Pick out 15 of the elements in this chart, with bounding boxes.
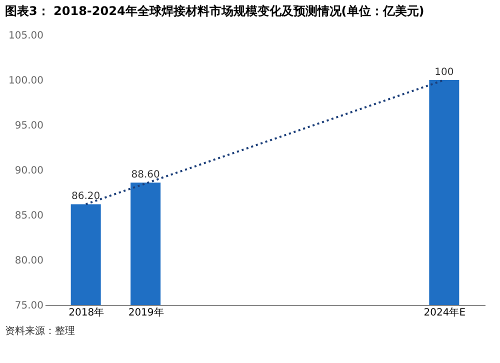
- chart-title: 图表3： 2018-2024年全球焊接材料市场规模变化及预测情况(单位：亿美元): [5, 4, 424, 18]
- y-tick-label: 85.00: [14, 210, 44, 222]
- x-tick-label: 2024年E: [424, 306, 466, 318]
- data-label: 100: [434, 67, 454, 78]
- text: 资料来源：整理: [5, 325, 75, 337]
- x-tick-label: 2018年: [68, 306, 104, 318]
- y-tick-label: 105.00: [8, 30, 44, 42]
- y-tick-label: 100.00: [8, 76, 44, 86]
- y-tick-label: 90.00: [14, 166, 44, 176]
- y-tick-label: 75.00: [14, 300, 44, 312]
- data-label: 88.60: [131, 170, 160, 181]
- data-label: 86.20: [72, 191, 100, 202]
- y-tick-label: 95.00: [14, 120, 44, 132]
- y-tick-label: 80.00: [14, 256, 44, 266]
- x-tick-label: 2019年: [128, 306, 164, 318]
